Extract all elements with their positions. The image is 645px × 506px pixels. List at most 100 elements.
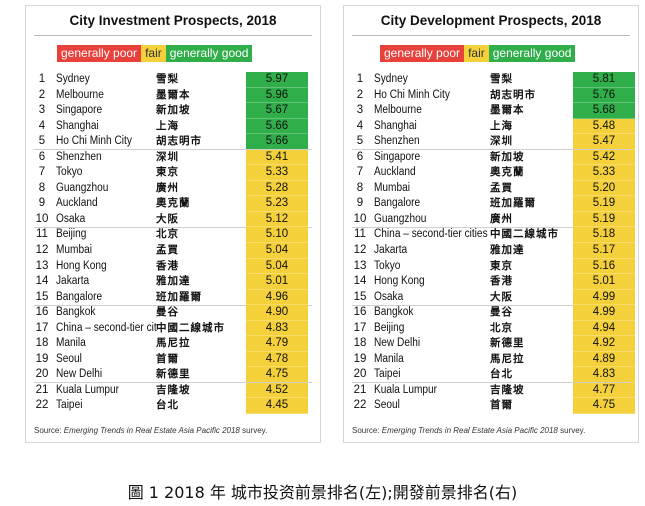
legend-fair: fair: [141, 45, 166, 62]
score-cell: 5.20: [573, 180, 635, 197]
table-row: 5 Shenzhen 深圳 5.47: [344, 134, 638, 151]
score-cell: 5.97: [246, 72, 308, 88]
city-name: Sydney: [56, 73, 90, 85]
table-row: 14 Hong Kong 香港 5.01: [344, 274, 638, 290]
row-separator: [34, 382, 312, 384]
chinese-name: 新加坡: [490, 150, 525, 163]
table-row: 12 Mumbai 孟買 5.04: [26, 243, 320, 259]
table-row: 8 Mumbai 孟買 5.20: [344, 180, 638, 197]
city-name: Seoul: [374, 399, 400, 412]
score-cell: 5.19: [573, 196, 635, 212]
city-name: Sydney: [374, 73, 408, 85]
city-name: New Delhi: [374, 337, 421, 350]
source-prefix: Source:: [34, 426, 64, 435]
row-separator: [352, 382, 630, 384]
table-row: 20 Taipei 台北 4.83: [344, 367, 638, 384]
source-note: Source: Emerging Trends in Real Estate A…: [352, 426, 585, 435]
chinese-name: 班加羅爾: [490, 197, 536, 210]
score-cell: 4.83: [573, 367, 635, 383]
rank-cell: 21: [35, 383, 49, 396]
chinese-name: 廣州: [156, 181, 179, 194]
score-cell: 5.47: [573, 134, 635, 150]
chinese-name: 台北: [156, 399, 179, 412]
rank-cell: 8: [356, 181, 364, 194]
city-name: Kuala Lumpur: [374, 383, 438, 396]
chinese-name: 新德里: [156, 368, 191, 381]
chinese-name: 東京: [156, 166, 179, 179]
rank-cell: 15: [35, 290, 49, 303]
panel-title: City Investment Prospects, 2018: [69, 13, 277, 28]
chinese-name: 首爾: [156, 352, 179, 365]
rank-cell: 5: [38, 135, 46, 148]
chinese-name: 馬尼拉: [490, 352, 525, 365]
chinese-name: 奧克蘭: [490, 166, 525, 179]
score-cell: 5.76: [573, 87, 635, 104]
city-name: China – second-tier cities: [374, 228, 488, 241]
score-cell: 4.78: [246, 351, 308, 368]
chinese-name: 深圳: [156, 150, 179, 163]
chinese-name: 吉隆坡: [156, 383, 191, 396]
score-cell: 5.18: [573, 227, 635, 244]
chinese-name: 首爾: [490, 399, 513, 412]
city-name: Kuala Lumpur: [56, 383, 120, 396]
rank-cell: 17: [353, 321, 367, 334]
city-name: Osaka: [56, 212, 86, 225]
table-row: 9 Bangalore 班加羅爾 5.19: [344, 196, 638, 212]
city-name: Shanghai: [374, 119, 417, 132]
row-separator: [34, 149, 312, 151]
rank-cell: 6: [38, 150, 46, 163]
city-name: Ho Chi Minh City: [374, 88, 450, 101]
city-name: Melbourne: [374, 104, 422, 117]
city-name: Jakarta: [374, 244, 408, 257]
legend-good: generally good: [165, 45, 253, 62]
rank-cell: 9: [356, 197, 364, 210]
rank-cell: 4: [38, 119, 46, 132]
development-panel: City Development Prospects, 2018 general…: [343, 5, 639, 443]
chinese-name: 曼谷: [156, 306, 179, 319]
table-row: 16 Bangkok 曼谷 4.99: [344, 305, 638, 321]
city-name: Tokyo: [374, 259, 401, 272]
rank-cell: 1: [38, 73, 46, 85]
chinese-name: 深圳: [490, 135, 513, 148]
city-name: Bangkok: [374, 306, 414, 319]
rank-cell: 20: [35, 368, 49, 381]
rank-cell: 9: [38, 197, 46, 210]
legend-poor: generally poor: [380, 45, 465, 62]
city-name: Taipei: [56, 399, 83, 412]
rank-cell: 19: [353, 352, 367, 365]
score-cell: 5.33: [573, 165, 635, 181]
city-name: Auckland: [374, 166, 416, 179]
chinese-name: 奧克蘭: [156, 197, 191, 210]
chinese-name: 曼谷: [490, 306, 513, 319]
table-row: 10 Guangzhou 廣州 5.19: [344, 211, 638, 228]
table-row: 13 Hong Kong 香港 5.04: [26, 258, 320, 275]
chinese-name: 台北: [490, 368, 513, 381]
figure-caption: 圖 1 2018 年 城市投资前景排名(左);開發前景排名(右): [127, 483, 518, 502]
chinese-name: 上海: [490, 119, 513, 132]
score-cell: 5.23: [246, 196, 308, 212]
rank-cell: 4: [356, 119, 364, 132]
rank-cell: 5: [356, 135, 364, 148]
chinese-name: 胡志明市: [156, 135, 202, 148]
row-separator: [352, 226, 630, 228]
score-cell: 5.41: [246, 149, 308, 166]
city-name: Seoul: [56, 352, 82, 365]
score-cell: 4.89: [573, 351, 635, 368]
rank-cell: 21: [353, 383, 367, 396]
table-row: 12 Jakarta 雅加達 5.17: [344, 243, 638, 259]
rank-cell: 13: [353, 259, 367, 272]
city-name: Hong Kong: [56, 259, 107, 272]
chinese-name: 雪梨: [490, 73, 513, 85]
chinese-name: 中國二線城市: [156, 321, 225, 334]
score-cell: 5.19: [573, 211, 635, 228]
score-cell: 4.75: [573, 398, 635, 415]
source-note: Source: Emerging Trends in Real Estate A…: [34, 426, 267, 435]
table-row: 22 Taipei 台北 4.45: [26, 398, 320, 415]
score-cell: 4.99: [573, 305, 635, 321]
table-row: 10 Osaka 大阪 5.12: [26, 211, 320, 228]
table-row: 16 Bangkok 曼谷 4.90: [26, 305, 320, 321]
score-cell: 4.90: [246, 305, 308, 321]
source-suffix: survey.: [239, 426, 268, 435]
table-row: 15 Osaka 大阪 4.99: [344, 289, 638, 306]
city-name: Singapore: [56, 104, 103, 117]
